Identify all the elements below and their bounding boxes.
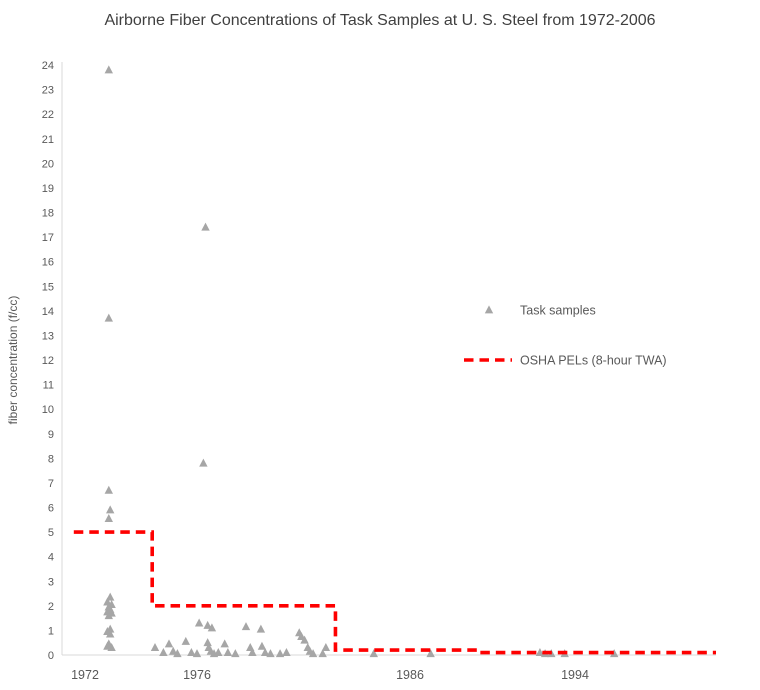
y-tick-label: 4 bbox=[48, 552, 54, 564]
task-sample-point bbox=[203, 638, 212, 647]
task-sample-point bbox=[169, 646, 178, 655]
task-sample-point bbox=[275, 649, 285, 658]
task-sample-point bbox=[207, 623, 217, 632]
task-sample-point bbox=[106, 629, 115, 638]
task-sample-point bbox=[104, 485, 113, 494]
task-sample-point bbox=[260, 647, 270, 656]
task-sample-point bbox=[150, 643, 160, 652]
task-sample-point bbox=[609, 649, 619, 658]
task-sample-point bbox=[159, 647, 168, 656]
task-sample-point bbox=[192, 649, 202, 658]
task-sample-point bbox=[426, 649, 435, 658]
y-tick-label: 5 bbox=[48, 527, 54, 539]
task-sample-point bbox=[104, 513, 113, 522]
y-tick-label: 2 bbox=[48, 601, 54, 613]
x-tick-label: 1972 bbox=[71, 668, 99, 682]
task-sample-point bbox=[231, 649, 240, 658]
y-tick-label: 8 bbox=[48, 453, 54, 465]
y-tick-label: 1 bbox=[48, 625, 54, 637]
y-tick-label: 10 bbox=[42, 404, 54, 416]
y-tick-label: 18 bbox=[42, 208, 54, 220]
task-sample-point bbox=[257, 641, 267, 650]
x-tick-label: 1976 bbox=[183, 668, 211, 682]
task-sample-point bbox=[104, 65, 113, 74]
legend: Task samples OSHA PELs (8-hour TWA) bbox=[464, 304, 667, 368]
y-tick-label: 21 bbox=[42, 134, 54, 146]
task-sample-point bbox=[318, 649, 327, 658]
task-sample-point bbox=[300, 635, 309, 644]
y-tick-label: 9 bbox=[48, 429, 54, 441]
y-tick-label: 20 bbox=[42, 158, 54, 170]
task-sample-point bbox=[266, 649, 275, 658]
task-sample-point bbox=[256, 624, 266, 633]
task-sample-point bbox=[106, 505, 115, 514]
task-sample-point bbox=[220, 639, 229, 648]
y-tick-label: 14 bbox=[42, 306, 54, 318]
legend-item-osha-pels-8-hour-twa: OSHA PELs (8-hour TWA) bbox=[464, 354, 667, 368]
y-tick-label: 12 bbox=[42, 355, 54, 367]
task-sample-point bbox=[535, 647, 545, 656]
task-sample-point bbox=[214, 647, 223, 656]
task-sample-point bbox=[199, 458, 208, 467]
chart-title: Airborne Fiber Concentrations of Task Sa… bbox=[104, 12, 656, 29]
x-tick-label: 1986 bbox=[396, 668, 424, 682]
x-tick-label: 1994 bbox=[561, 668, 589, 682]
task-sample-point bbox=[181, 636, 190, 645]
task-sample-point bbox=[223, 647, 233, 656]
task-sample-point bbox=[308, 649, 318, 658]
y-tick-label: 24 bbox=[42, 60, 54, 72]
y-tick-label: 13 bbox=[42, 330, 54, 342]
task-sample-point bbox=[106, 592, 115, 601]
task-sample-point bbox=[241, 622, 251, 631]
y-tick-label: 23 bbox=[42, 85, 54, 97]
task-sample-point bbox=[248, 647, 257, 656]
y-tick-label: 19 bbox=[42, 183, 54, 195]
task-sample-point bbox=[107, 643, 116, 652]
task-sample-point bbox=[321, 643, 331, 652]
y-tick-label: 0 bbox=[48, 650, 54, 662]
y-axis-title: fiber concentration (f/cc) bbox=[6, 296, 20, 425]
task-sample-point bbox=[187, 647, 196, 656]
task-sample-point bbox=[173, 649, 182, 658]
task-sample-point bbox=[369, 649, 378, 658]
x-tick-labels: 1972 1976 1986 1994 bbox=[71, 668, 589, 682]
legend-item-task-samples: Task samples bbox=[484, 304, 596, 318]
legend-label: OSHA PELs (8-hour TWA) bbox=[520, 354, 667, 368]
y-tick-label: 7 bbox=[48, 478, 54, 490]
task-sample-point bbox=[203, 620, 212, 629]
y-tick-label: 16 bbox=[42, 257, 54, 269]
scatter-plot-canvas: 0123456789101112131415161718192021222324… bbox=[6, 60, 716, 682]
legend-triangle-marker-icon bbox=[484, 305, 494, 314]
task-sample-point bbox=[164, 639, 174, 648]
legend-label: Task samples bbox=[520, 304, 596, 318]
task-sample-point bbox=[282, 647, 291, 656]
task-sample-point bbox=[201, 222, 210, 231]
task-sample-point bbox=[104, 313, 113, 322]
y-tick-label: 15 bbox=[42, 281, 54, 293]
y-tick-label: 22 bbox=[42, 109, 54, 121]
y-tick-label: 11 bbox=[43, 380, 54, 392]
axes bbox=[61, 62, 716, 656]
task-sample-point bbox=[194, 618, 204, 627]
osha-pel-line bbox=[73, 530, 716, 655]
y-tick-label: 17 bbox=[42, 232, 54, 244]
task-sample-point bbox=[104, 611, 113, 620]
y-tick-label: 3 bbox=[48, 576, 54, 588]
task-sample-point bbox=[103, 597, 112, 606]
task-samples-series bbox=[103, 65, 619, 658]
y-tick-label: 6 bbox=[48, 503, 54, 515]
